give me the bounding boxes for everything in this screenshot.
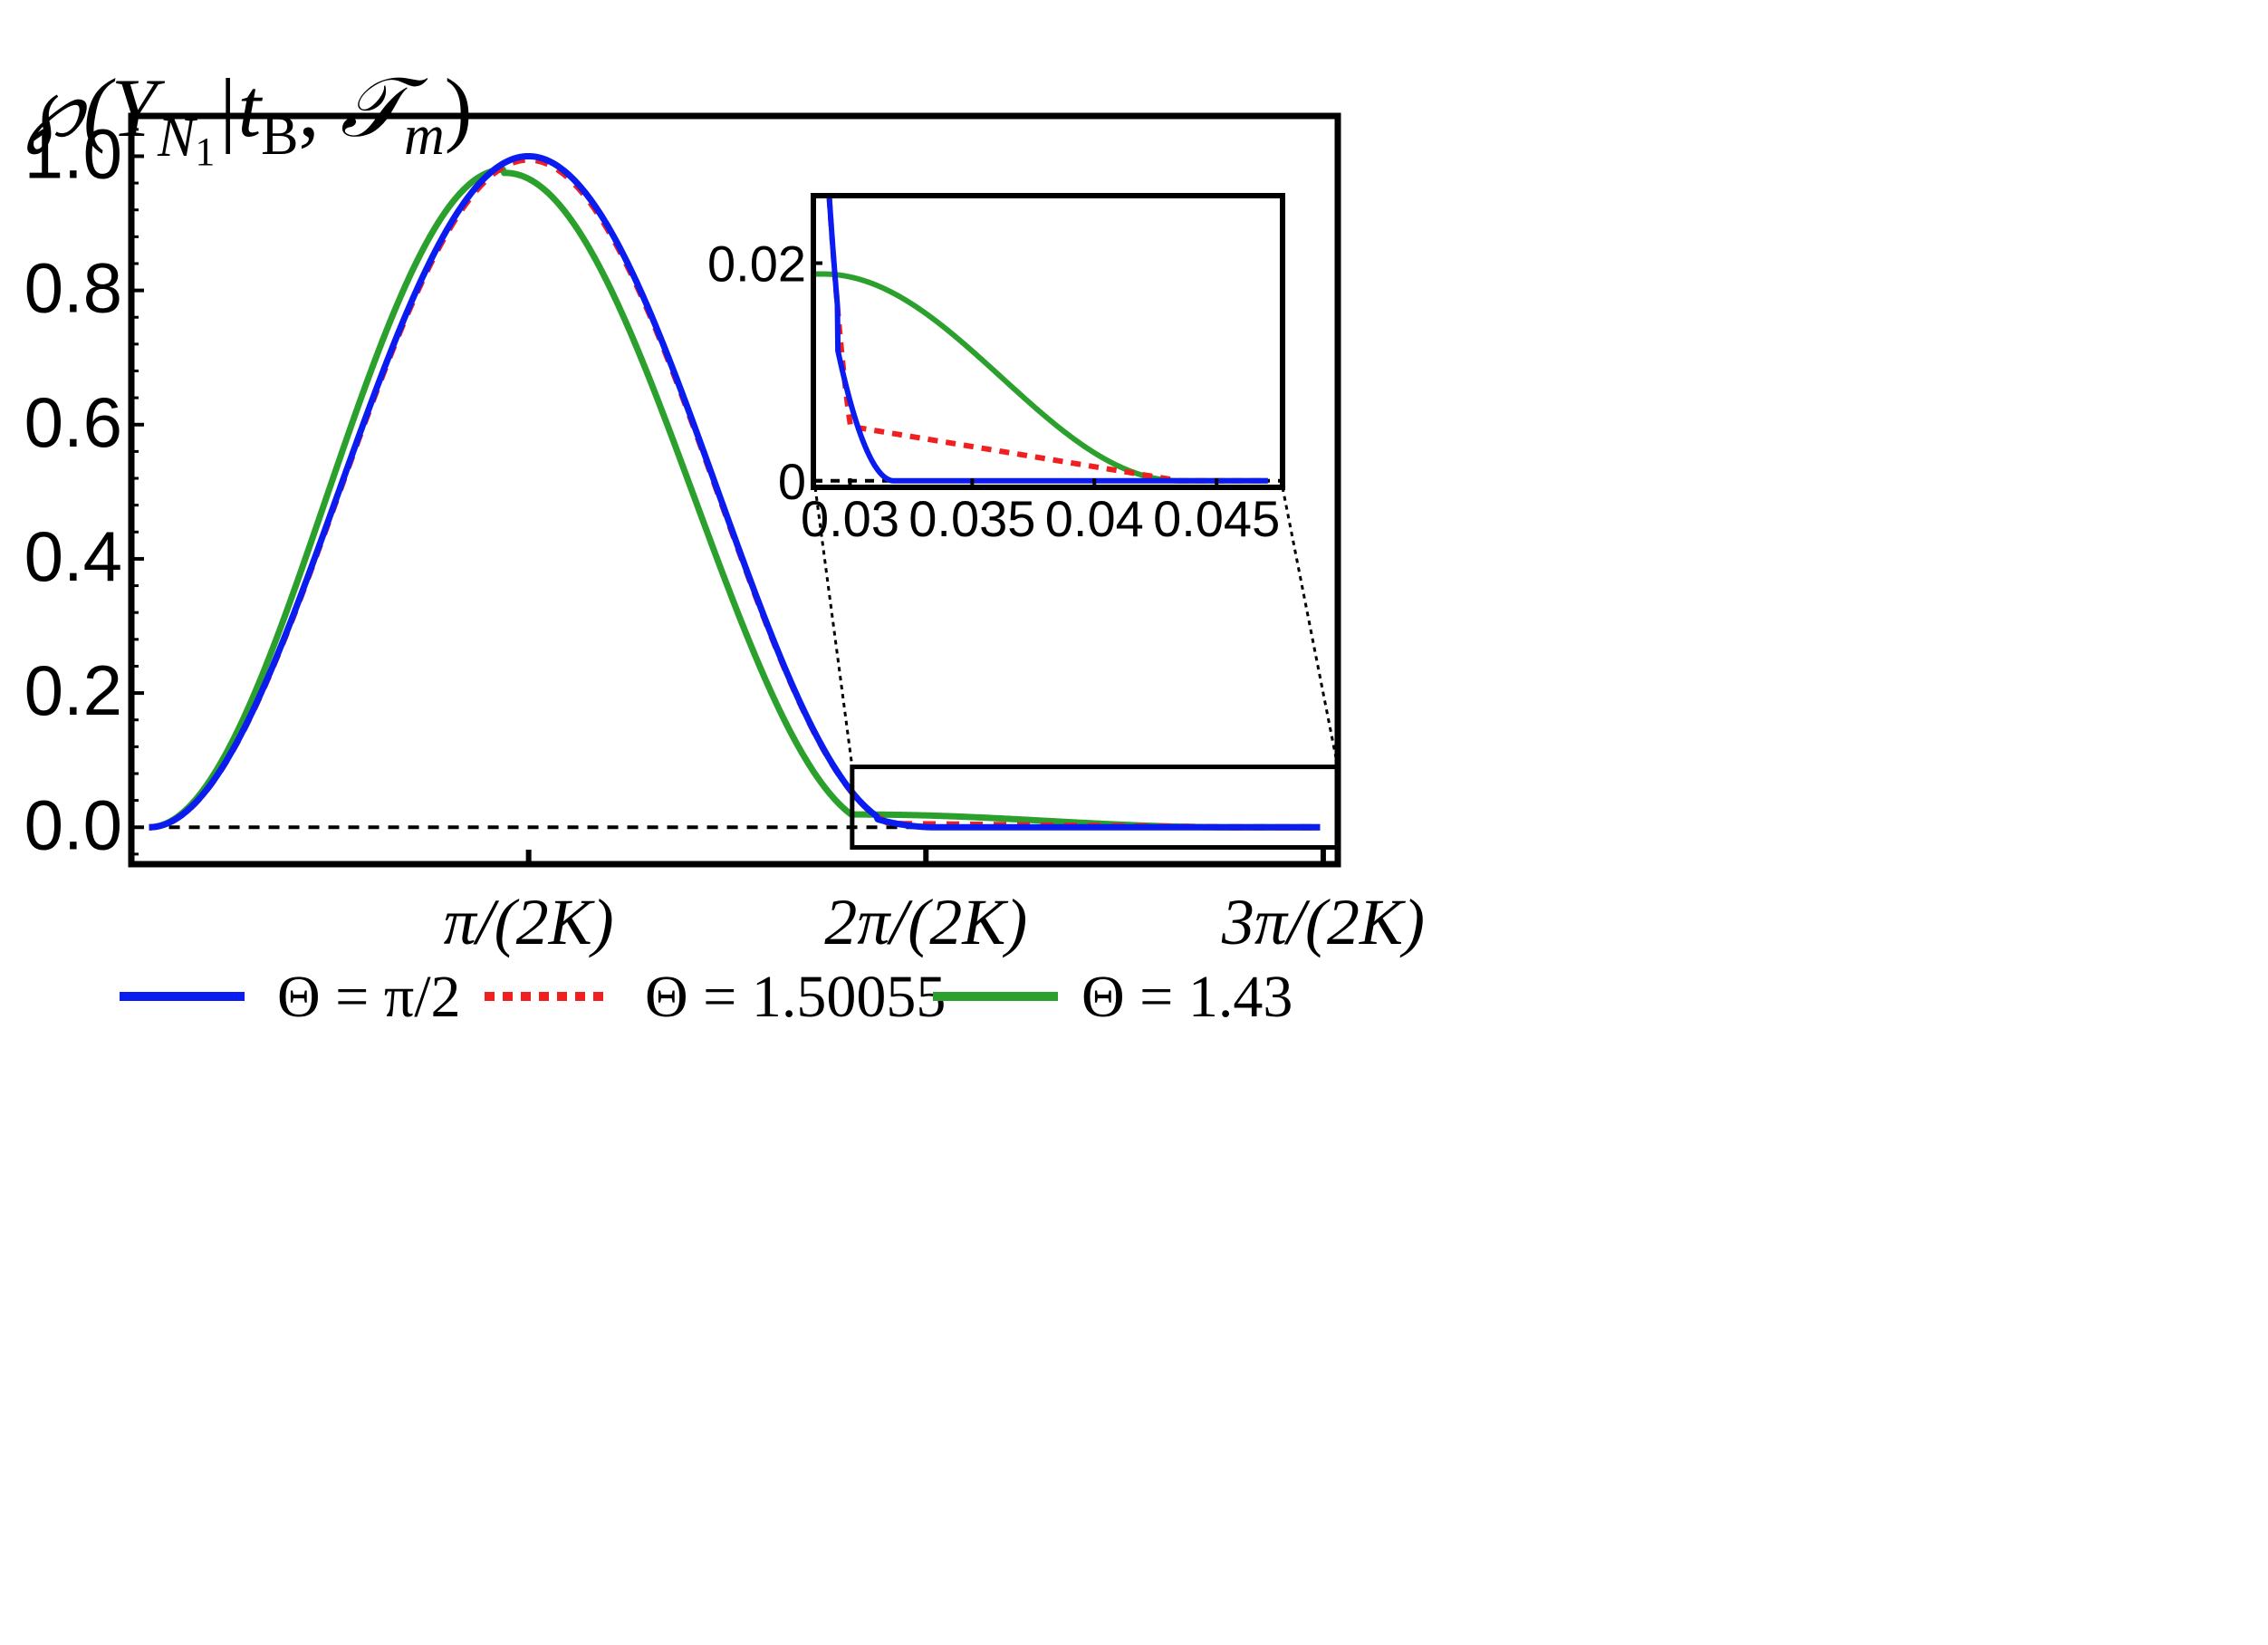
series-line-0 [147, 152, 1322, 831]
zoom-connector-left [813, 486, 854, 767]
inset-x-tick-label: 0.04 [1045, 490, 1144, 547]
zoom-box [850, 765, 1341, 850]
main-plot-area: 0.0 0.2 0.4 0.6 0.8 1.0 π/(2K) 2π/(2K) 3π/(2K) [24, 112, 1425, 958]
inset-x-tick-label: 0.035 [908, 490, 1035, 547]
inset-y-tick-label: 0.02 [707, 235, 806, 292]
inset-series-line-0 [826, 196, 1271, 484]
x-tick-label: 2π/(2K) [824, 886, 1027, 958]
zoom-connector-lines [813, 486, 1340, 767]
zoom-connector-right [1281, 486, 1340, 767]
y-tick-label: 0.4 [24, 516, 122, 596]
x-tick-label: π/(2K) [444, 886, 614, 958]
inset-x-tick-label: 0.045 [1153, 490, 1280, 547]
inset-y-tick-label: 0 [778, 453, 806, 510]
y-tick-label: 0.0 [24, 784, 122, 864]
legend-label-0: Θ = π/2 [277, 964, 461, 1030]
inset-curves [813, 196, 1283, 484]
y-tick-label: 0.8 [24, 248, 122, 328]
inset-frame [811, 193, 1285, 490]
inset-series-line-1 [826, 196, 1271, 484]
legend-label-1: Θ = 1.50055 [645, 964, 946, 1030]
legend-label-2: Θ = 1.43 [1081, 964, 1293, 1030]
inset-plot: 0 0.02 0.03 0.035 0.04 0.045 [707, 193, 1285, 547]
main-frame [128, 112, 1341, 868]
y-tick-label: 0.6 [24, 382, 122, 462]
y-tick-label: 1.0 [24, 113, 122, 193]
inset-x-tick-label: 0.03 [801, 490, 899, 547]
inset-background [813, 196, 1283, 487]
main-curves [147, 152, 1322, 831]
legend: Θ = π/2 Θ = 1.50055 Θ = 1.43 [120, 964, 1293, 1030]
x-tick-label: 3π/(2K) [1221, 886, 1425, 958]
y-tick-label: 0.2 [24, 650, 122, 730]
